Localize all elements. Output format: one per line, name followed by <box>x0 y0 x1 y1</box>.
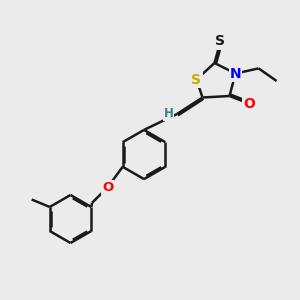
Text: N: N <box>230 67 241 80</box>
Text: S: S <box>191 73 202 86</box>
Text: H: H <box>164 107 173 120</box>
Text: S: S <box>215 34 226 48</box>
Text: O: O <box>243 97 255 110</box>
Text: O: O <box>102 181 113 194</box>
